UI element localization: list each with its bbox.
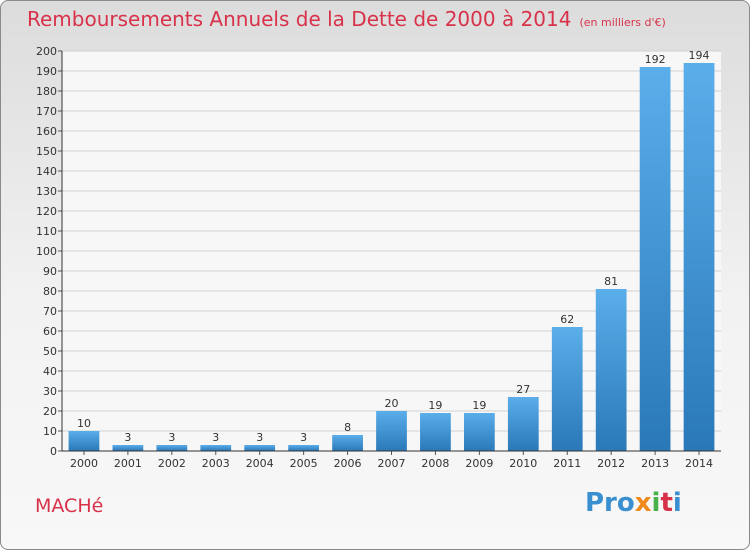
x-tick-label: 2001 [114, 457, 142, 470]
y-tick-label: 140 [36, 165, 57, 178]
bar [463, 413, 495, 451]
data-label: 19 [428, 399, 442, 412]
bar [288, 445, 320, 451]
bar [68, 431, 100, 451]
chart-title-text: Remboursements Annuels de la Dette de 20… [27, 7, 572, 31]
data-label: 81 [604, 275, 618, 288]
y-tick-label: 120 [36, 205, 57, 218]
bar [200, 445, 232, 451]
x-tick-label: 2008 [421, 457, 449, 470]
data-label: 27 [516, 383, 530, 396]
y-tick-label: 40 [43, 365, 57, 378]
data-label: 3 [256, 431, 263, 444]
bar [595, 289, 627, 451]
data-label: 3 [168, 431, 175, 444]
y-tick-label: 10 [43, 425, 57, 438]
data-label: 194 [689, 49, 710, 62]
y-tick-label: 30 [43, 385, 57, 398]
bar [639, 67, 671, 451]
proxiti-logo: Proxiti [585, 488, 682, 518]
x-tick-label: 2014 [685, 457, 713, 470]
bar [551, 327, 583, 451]
bar [420, 413, 451, 451]
y-tick-label: 110 [36, 225, 57, 238]
data-label: 3 [212, 431, 219, 444]
y-tick-label: 90 [43, 265, 57, 278]
bar [112, 445, 144, 451]
y-tick-label: 160 [36, 125, 57, 138]
y-tick-label: 70 [43, 305, 57, 318]
data-label: 8 [344, 421, 351, 434]
y-tick-label: 0 [50, 445, 57, 458]
y-tick-label: 100 [36, 245, 57, 258]
x-tick-label: 2012 [597, 457, 625, 470]
x-tick-label: 2010 [509, 457, 537, 470]
x-tick-label: 2003 [202, 457, 230, 470]
x-tick-label: 2009 [465, 457, 493, 470]
y-tick-label: 200 [36, 45, 57, 58]
y-tick-label: 170 [36, 105, 57, 118]
x-tick-label: 2000 [70, 457, 98, 470]
x-tick-label: 2007 [378, 457, 406, 470]
x-tick-label: 2002 [158, 457, 186, 470]
y-tick-label: 60 [43, 325, 57, 338]
bar [332, 435, 363, 451]
x-tick-label: 2005 [290, 457, 318, 470]
y-tick-label: 50 [43, 345, 57, 358]
bar [244, 445, 276, 451]
y-tick-label: 180 [36, 85, 57, 98]
y-tick-label: 190 [36, 65, 57, 78]
data-label: 10 [77, 417, 91, 430]
y-tick-label: 150 [36, 145, 57, 158]
x-tick-label: 2011 [553, 457, 581, 470]
data-label: 192 [645, 53, 666, 66]
data-label: 3 [300, 431, 307, 444]
y-tick-label: 80 [43, 285, 57, 298]
data-label: 20 [385, 397, 399, 410]
data-label: 62 [560, 313, 574, 326]
bar [376, 411, 407, 451]
bar [683, 63, 715, 451]
data-label: 3 [124, 431, 131, 444]
x-tick-label: 2013 [641, 457, 669, 470]
commune-name: MACHé [35, 495, 104, 517]
bar [507, 397, 539, 451]
x-tick-label: 2004 [246, 457, 274, 470]
chart-title: Remboursements Annuels de la Dette de 20… [27, 7, 666, 31]
y-tick-label: 20 [43, 405, 57, 418]
chart-unit: (en milliers d'€) [579, 16, 666, 29]
bar [156, 445, 188, 451]
y-tick-label: 130 [36, 185, 57, 198]
x-tick-label: 2006 [334, 457, 362, 470]
data-label: 19 [472, 399, 486, 412]
